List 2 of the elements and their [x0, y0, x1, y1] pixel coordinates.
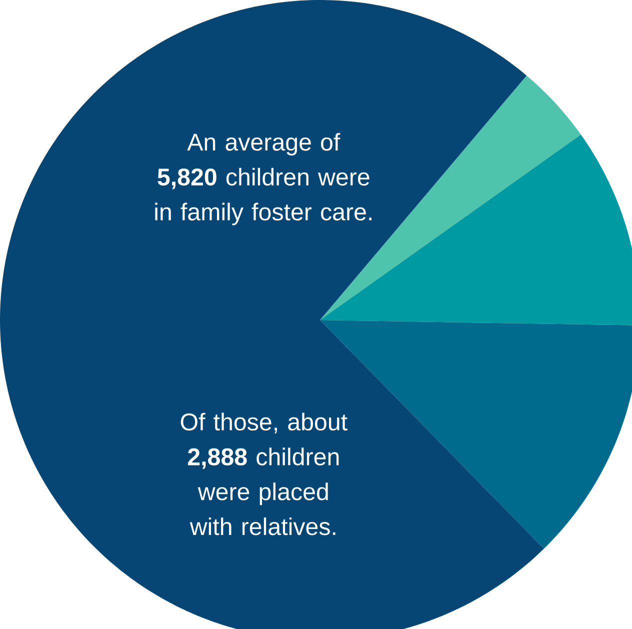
text: An average of 5,820 children were in family foster care. — [155, 132, 372, 226]
text: Of those, about 2,888 children were placed with relatives. — [180, 412, 348, 536]
